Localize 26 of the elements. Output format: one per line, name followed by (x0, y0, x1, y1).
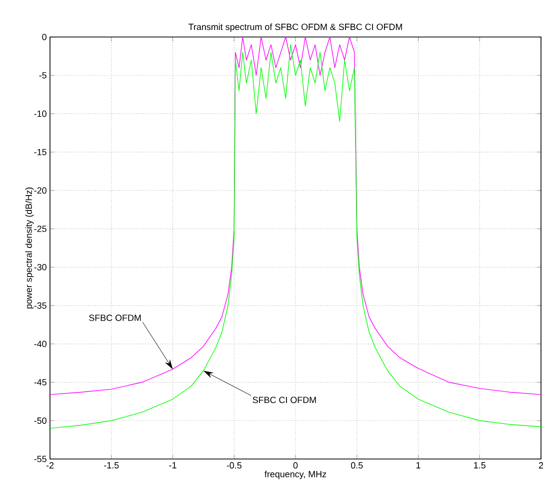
x-tick-label: -2 (46, 462, 54, 468)
y-tick-label: -10 (34, 110, 46, 117)
y-tick-label: -5 (39, 72, 46, 78)
x-tick-label: 0.5 (350, 462, 363, 469)
y-tick-label: -45 (34, 379, 46, 386)
y-tick-label: 0 (42, 34, 46, 40)
y-tick-label: -20 (34, 187, 46, 194)
annotation: SFBC CI OFDM (252, 396, 316, 404)
y-tick-label: -15 (34, 148, 46, 156)
x-tick-label: 1 (416, 462, 420, 468)
chart-title: Transmit spectrum of SFBC OFDM & SFBC CI OFDM (188, 23, 402, 32)
y-tick-label: -50 (34, 417, 46, 424)
x-axis-title: frequency, MHz (264, 470, 326, 480)
x-tick-label: -1 (169, 462, 176, 468)
x-tick-label: 0 (293, 462, 298, 469)
y-tick-label: -35 (34, 302, 46, 309)
x-tick-label: -1.5 (104, 462, 119, 468)
y-tick-label: -25 (34, 226, 46, 232)
y-axis-title: power spectral density (dB/Hz) (25, 188, 34, 308)
y-tick-label: -55 (34, 456, 46, 462)
x-tick-label: 2 (538, 462, 544, 468)
x-tick-label: 1.5 (474, 462, 486, 468)
y-tick-label: -30 (34, 264, 46, 270)
annotation: SFBC OFDM (89, 314, 141, 321)
y-tick-label: -40 (34, 340, 46, 348)
x-tick-label: -0.5 (226, 462, 242, 469)
